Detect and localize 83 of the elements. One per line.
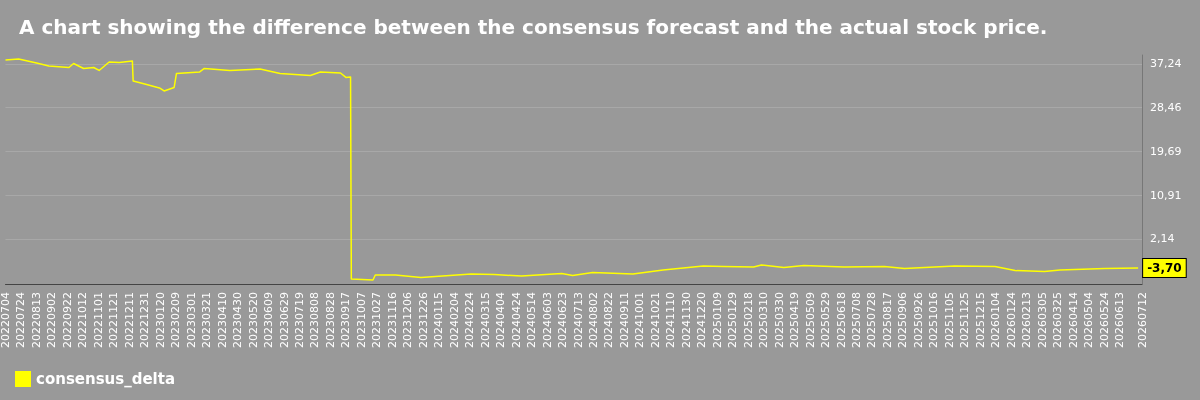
x-tick-label: 20240224 xyxy=(463,292,477,348)
y-tick-label: 28,46 xyxy=(1150,101,1182,115)
x-tick-label: 20250728 xyxy=(865,292,879,348)
x-tick-label: 20231116 xyxy=(385,292,399,348)
x-tick-label: 20241110 xyxy=(664,292,678,348)
x-tick-label: 20241130 xyxy=(679,292,693,348)
x-tick-label: 20250926 xyxy=(911,292,925,348)
x-tick-label: 20260124 xyxy=(1004,292,1018,348)
x-tick-label: 20251215 xyxy=(973,292,987,348)
legend-label: consensus_delta xyxy=(36,370,176,388)
x-tick-label: 20240514 xyxy=(525,292,539,348)
x-tick-label: 20231226 xyxy=(416,292,430,348)
x-tick-label: 20220813 xyxy=(29,292,43,348)
x-tick-label: 20230629 xyxy=(277,292,291,348)
x-tick-label: 20241001 xyxy=(633,292,647,348)
y-tick-label: 19,69 xyxy=(1150,144,1182,158)
x-tick-label: 20250906 xyxy=(896,292,910,348)
x-tick-label: 20250618 xyxy=(834,292,848,348)
x-tick-label: 20240404 xyxy=(494,292,508,348)
x-tick-label: 20240713 xyxy=(571,292,585,348)
x-tick-label: 20230301 xyxy=(184,292,198,348)
x-tick-label: 20230209 xyxy=(169,292,183,348)
x-tick-label: 20231206 xyxy=(401,292,415,348)
x-tick-label: 20231027 xyxy=(370,292,384,348)
x-tick-label: 20220902 xyxy=(45,292,59,348)
x-tick-label: 20230410 xyxy=(215,292,229,348)
x-tick-label: 20250419 xyxy=(788,292,802,348)
x-tick-label: 20221121 xyxy=(107,292,121,348)
x-tick-label: 20250708 xyxy=(850,292,864,348)
x-tick-label: 20260325 xyxy=(1051,292,1065,348)
x-tick-label: 20251105 xyxy=(942,292,956,348)
data-label: -3,70 xyxy=(1147,261,1182,276)
x-tick-label: 20221101 xyxy=(91,292,105,348)
x-tick-label: 20230120 xyxy=(153,292,167,348)
x-tick-label: 20250330 xyxy=(772,292,786,348)
x-tick-label: 20241021 xyxy=(648,292,662,348)
x-tick-label: 20260524 xyxy=(1097,292,1111,348)
x-tick-label: 20240115 xyxy=(432,292,446,348)
y-tick-label: 10,91 xyxy=(1150,188,1182,202)
x-tick-label: 20241220 xyxy=(695,292,709,348)
line-series xyxy=(4,58,1139,281)
x-tick-label: 20240424 xyxy=(509,292,523,348)
x-tick-label: 20260305 xyxy=(1035,292,1049,348)
x-tick-label: 20240603 xyxy=(540,292,554,348)
x-tick-label: 20250218 xyxy=(741,292,755,348)
x-tick-label: 20260504 xyxy=(1082,292,1096,348)
x-tick-label: 20221231 xyxy=(138,292,152,348)
x-tick-label: 20260613 xyxy=(1113,292,1127,348)
x-tick-label: 20231007 xyxy=(354,292,368,348)
chart-title: A chart showing the difference between the consensus forecast and the actual stock price. xyxy=(19,15,1048,39)
x-tick-label: 20250817 xyxy=(880,292,894,348)
x-tick-label: 20230321 xyxy=(200,292,214,348)
x-tick-label: 20220704 xyxy=(0,292,12,348)
x-tick-label: 20250529 xyxy=(819,292,833,348)
x-tick-label: 20220922 xyxy=(60,292,74,348)
y-tick-label: 37,24 xyxy=(1150,57,1182,71)
x-tick-label: 20230609 xyxy=(262,292,276,348)
x-tick-label: 20230808 xyxy=(308,292,322,348)
x-tick-label: 20240204 xyxy=(447,292,461,348)
x-tick-label: 20260712 xyxy=(1135,292,1149,348)
x-tick-label: 20260104 xyxy=(989,292,1003,348)
x-tick-label: 20251016 xyxy=(927,292,941,348)
x-tick-label: 20260414 xyxy=(1066,292,1080,348)
x-tick-label: 20260213 xyxy=(1020,292,1034,348)
x-tick-label: 20221012 xyxy=(76,292,90,348)
x-tick-label: 20240802 xyxy=(586,292,600,348)
x-tick-label: 20240822 xyxy=(602,292,616,348)
x-tick-label: 20250129 xyxy=(726,292,740,348)
x-tick-label: 20240623 xyxy=(556,292,570,348)
y-tick-label: 2,14 xyxy=(1150,232,1175,246)
x-tick-label: 20230430 xyxy=(231,292,245,348)
x-tick-label: 20221211 xyxy=(122,292,136,348)
x-tick-label: 20220724 xyxy=(14,292,28,348)
x-tick-label: 20230719 xyxy=(292,292,306,348)
x-tick-label: 20230520 xyxy=(246,292,260,348)
x-tick-label: 20250109 xyxy=(710,292,724,348)
x-tick-label: 20240911 xyxy=(617,292,631,348)
x-tick-label: 20230917 xyxy=(339,292,353,348)
x-tick-label: 20250509 xyxy=(803,292,817,348)
x-tick-label: 20250310 xyxy=(757,292,771,348)
x-tick-label: 20230828 xyxy=(323,292,337,348)
x-tick-label: 20251125 xyxy=(958,292,972,348)
x-tick-label: 20240315 xyxy=(478,292,492,348)
